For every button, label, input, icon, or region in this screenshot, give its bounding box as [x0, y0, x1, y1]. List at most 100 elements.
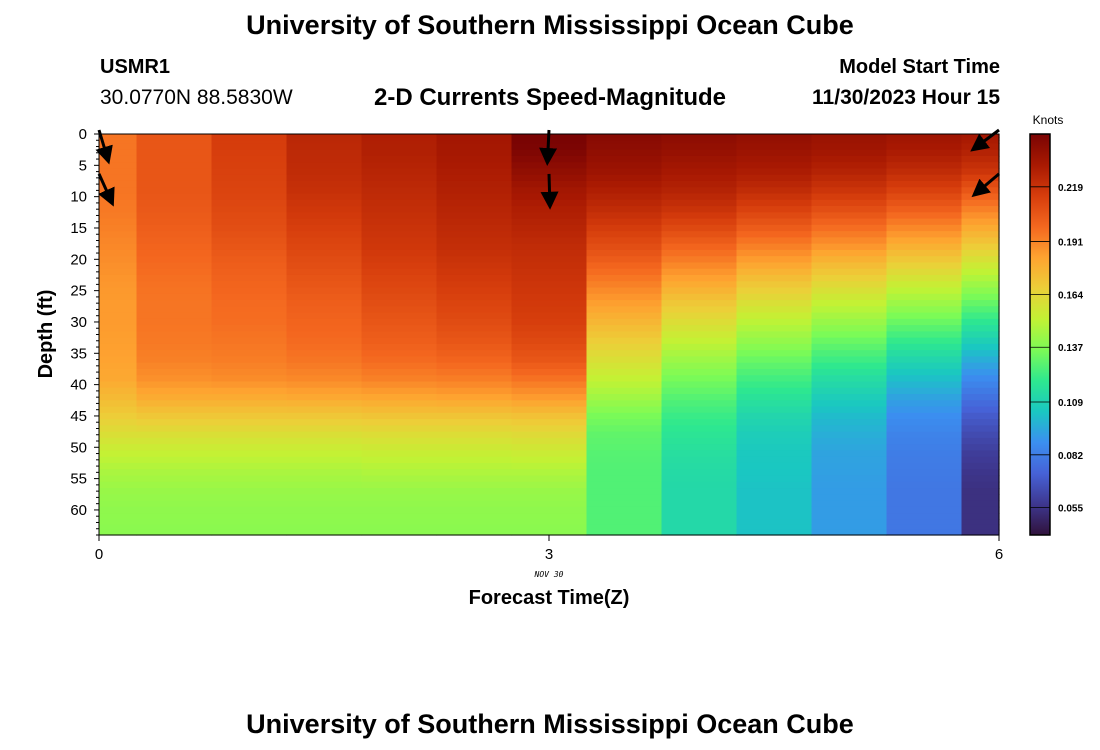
heatmap-cell [511, 218, 588, 226]
heatmap-cell [99, 368, 138, 376]
heatmap-cell [136, 456, 213, 464]
heatmap-cell [136, 475, 213, 483]
heatmap-cell [136, 212, 213, 220]
heatmap-cell [136, 199, 213, 207]
heatmap-cell [99, 180, 138, 188]
heatmap-cell [586, 180, 663, 188]
heatmap-cell [436, 287, 513, 295]
heatmap-cell [286, 519, 363, 526]
heatmap-cell [586, 199, 663, 207]
heatmap-cell [661, 162, 738, 170]
heatmap-cell [136, 312, 213, 320]
heatmap-cell [811, 149, 888, 157]
y-tick-label: 45 [70, 408, 87, 425]
heatmap-cell [811, 500, 888, 508]
heatmap-cell [286, 444, 363, 452]
heatmap-cell [811, 425, 888, 433]
heatmap-cell [361, 375, 438, 383]
heatmap-cell [736, 318, 813, 326]
heatmap-cell [961, 306, 1000, 314]
heatmap-cell [211, 419, 288, 426]
heatmap-cell [511, 306, 588, 314]
heatmap-cell [586, 325, 663, 332]
heatmap-cell [886, 140, 963, 144]
heatmap-cell [286, 524, 363, 531]
heatmap-cell [99, 187, 138, 195]
heatmap-cell [586, 462, 663, 470]
heatmap-cell [286, 394, 363, 401]
heatmap-cell [736, 162, 813, 170]
x-tick-label: 0 [95, 546, 103, 563]
heatmap-cell [886, 406, 963, 414]
heatmap-cell [286, 331, 363, 339]
heatmap-cell [211, 406, 288, 414]
colorbar-tick-label: 0.109 [1058, 398, 1083, 409]
heatmap-cell [136, 506, 213, 514]
heatmap-cell [511, 287, 588, 295]
heatmap-cell [286, 375, 363, 383]
x-tick-label: 3 [545, 546, 553, 563]
heatmap-cell [436, 513, 513, 520]
heatmap-cell [436, 281, 513, 289]
heatmap-cell [661, 513, 738, 520]
heatmap-cell [811, 312, 888, 320]
heatmap-cell [661, 134, 738, 138]
heatmap-cell [511, 362, 588, 370]
heatmap-cell [511, 506, 588, 514]
heatmap-cell [811, 318, 888, 326]
heatmap-cell [886, 137, 963, 141]
heatmap-cell [361, 488, 438, 495]
heatmap-cell [886, 325, 963, 332]
heatmap-cell [286, 199, 363, 207]
heatmap-cell [286, 162, 363, 170]
heatmap-cell [961, 218, 1000, 226]
heatmap-cell [511, 237, 588, 245]
heatmap-cell [136, 140, 213, 144]
heatmap-cell [961, 155, 1000, 163]
heatmap-cell [886, 268, 963, 276]
heatmap-cell [886, 368, 963, 376]
heatmap-cell [961, 375, 1000, 383]
heatmap-cell [961, 381, 1000, 389]
heatmap-cell [511, 387, 588, 395]
heatmap-cell [886, 394, 963, 401]
heatmap-cell [99, 529, 138, 536]
heatmap-cell [211, 331, 288, 339]
heatmap-cell [211, 306, 288, 314]
heatmap-cell [811, 268, 888, 276]
heatmap-cell [286, 318, 363, 326]
heatmap-cell [99, 350, 138, 358]
heatmap-cell [211, 180, 288, 188]
heatmap-cell [661, 519, 738, 526]
heatmap-cell [511, 274, 588, 282]
heatmap-cell [811, 331, 888, 339]
heatmap-cell [136, 481, 213, 489]
heatmap-cell [736, 218, 813, 226]
colorbar-tick-label: 0.055 [1058, 504, 1083, 515]
heatmap-cell [661, 224, 738, 232]
heatmap-cell [811, 143, 888, 151]
heatmap-cell [99, 400, 138, 408]
heatmap-cell [586, 481, 663, 489]
heatmap-cell [361, 381, 438, 389]
heatmap-cell [511, 331, 588, 339]
current-vector-arrow [971, 172, 1000, 198]
heatmap-cell [661, 343, 738, 351]
heatmap-cell [436, 337, 513, 345]
heatmap-cell [286, 437, 363, 445]
heatmap-cell [436, 243, 513, 251]
heatmap-cell [99, 412, 138, 420]
heatmap-cell [961, 368, 1000, 376]
colorbar-tick-label: 0.164 [1058, 290, 1083, 301]
heatmap-cell [211, 224, 288, 232]
heatmap-cell [586, 419, 663, 426]
heatmap-cell [586, 293, 663, 301]
heatmap-cell [586, 137, 663, 141]
heatmap-cell [886, 519, 963, 526]
heatmap-cell [436, 318, 513, 326]
heatmap-cell [211, 318, 288, 326]
heatmap-cell [361, 206, 438, 213]
heatmap-cell [511, 325, 588, 332]
heatmap-cell [211, 274, 288, 282]
heatmap-cell [811, 140, 888, 144]
